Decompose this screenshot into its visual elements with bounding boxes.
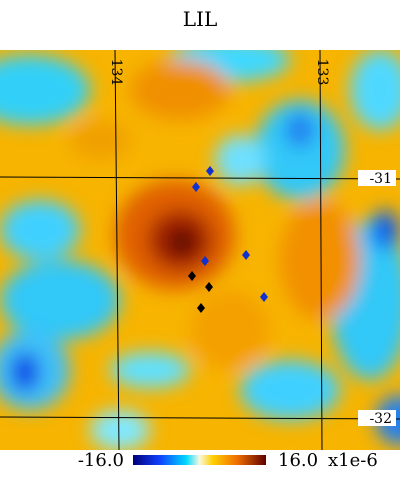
colorbar-scale — [133, 455, 266, 465]
graticule — [0, 50, 400, 450]
marker — [188, 271, 196, 281]
marker — [205, 282, 213, 292]
colorbar-unit: x1e-6 — [328, 450, 378, 471]
label-bg — [358, 170, 396, 186]
colorbar-min: -16.0 — [78, 450, 124, 471]
parallel — [0, 176, 400, 180]
marker — [197, 303, 205, 313]
meridian — [319, 50, 323, 450]
colorbar-max: 16.0 — [278, 450, 318, 471]
marker — [260, 292, 268, 302]
map: 134 133 -31 -32 — [0, 50, 400, 450]
title: LIL — [183, 7, 217, 31]
parallel — [0, 416, 400, 420]
colorbar: -16.0 16.0 x1e-6 — [78, 450, 378, 471]
marker — [206, 166, 214, 176]
marker — [242, 250, 250, 260]
meridian — [114, 50, 120, 450]
latitude-label: -32 — [369, 411, 392, 427]
longitude-label: 134 — [108, 59, 124, 86]
marker — [192, 182, 200, 192]
latitude-label: -31 — [369, 171, 392, 187]
sources — [188, 166, 268, 313]
longitude-label: 133 — [314, 59, 330, 86]
marker — [201, 256, 209, 266]
label-bg — [358, 410, 396, 426]
